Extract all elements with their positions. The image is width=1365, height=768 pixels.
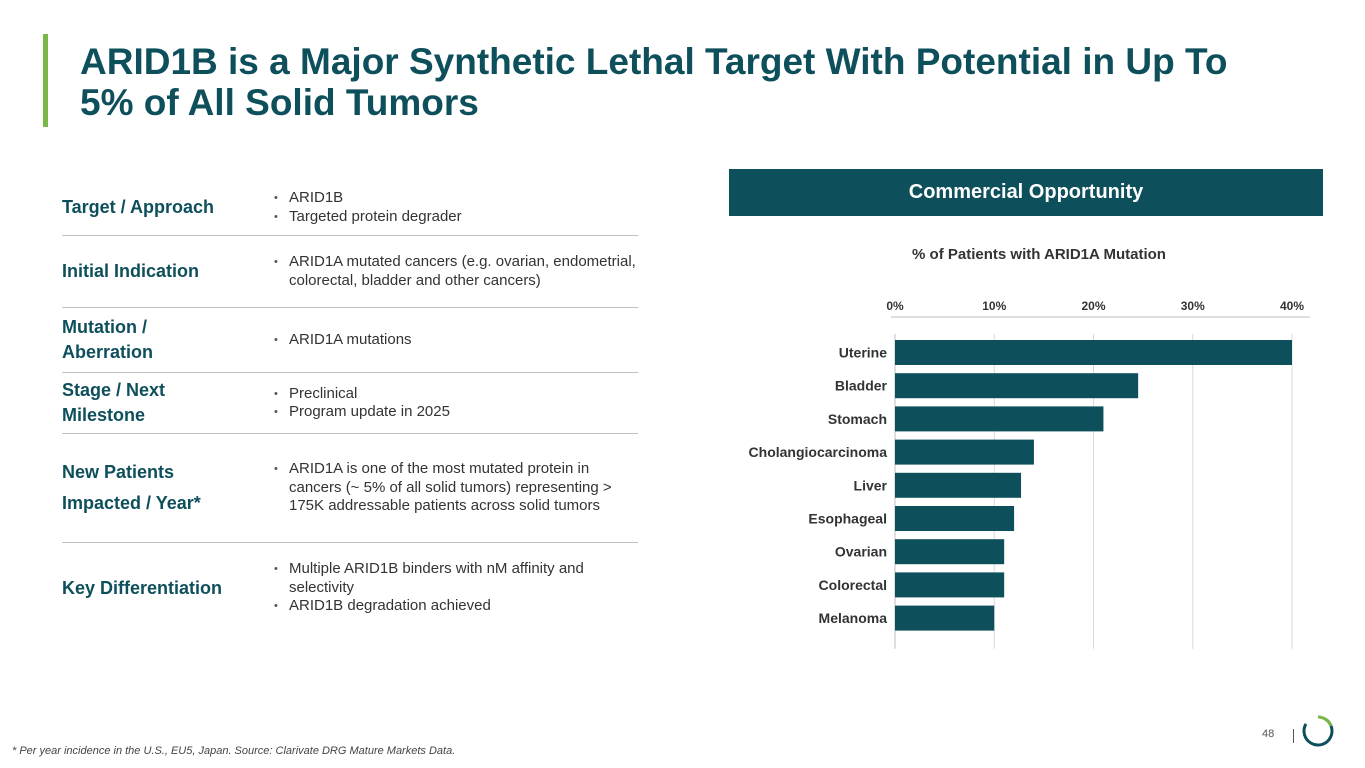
table-row-key-differentiation: Key Differentiation Multiple ARID1B bind… bbox=[62, 543, 638, 633]
bar bbox=[895, 605, 995, 631]
bullet-item: ARID1A mutated cancers (e.g. ovarian, en… bbox=[272, 253, 638, 290]
row-bullets: ARID1A is one of the most mutated protei… bbox=[272, 460, 638, 516]
bar bbox=[895, 406, 1104, 432]
table-row-new-patients: New Patients Impacted / Year* ARID1A is … bbox=[62, 434, 638, 543]
page-number-divider bbox=[1293, 729, 1294, 743]
category-label: Uterine bbox=[839, 345, 887, 361]
bullet-item: Targeted protein degrader bbox=[272, 208, 638, 227]
bar bbox=[895, 340, 1292, 365]
bar bbox=[895, 539, 1005, 565]
x-tick-label: 40% bbox=[1280, 299, 1304, 313]
table-row-initial-indication: Initial Indication ARID1A mutated cancer… bbox=[62, 236, 638, 308]
bar bbox=[895, 506, 1015, 531]
bullet-item: Multiple ARID1B binders with nM affinity… bbox=[272, 560, 638, 597]
row-label: Mutation / Aberration bbox=[62, 317, 154, 362]
row-label: Stage / Next Milestone bbox=[62, 380, 166, 425]
row-bullets: Preclinical Program update in 2025 bbox=[272, 385, 638, 422]
category-label: Ovarian bbox=[835, 544, 887, 560]
table-row-target-approach: Target / Approach ARID1B Targeted protei… bbox=[62, 180, 638, 236]
category-label: Liver bbox=[854, 477, 888, 493]
bullet-item: ARID1A is one of the most mutated protei… bbox=[272, 460, 638, 516]
bar bbox=[895, 572, 1005, 598]
bullet-item: ARID1B degradation achieved bbox=[272, 597, 638, 616]
chart-title: % of Patients with ARID1A Mutation bbox=[912, 246, 1166, 263]
row-label: New Patients Impacted / Year* bbox=[62, 462, 201, 513]
bar bbox=[895, 439, 1034, 465]
category-label: Bladder bbox=[835, 378, 888, 394]
arid1a-mutation-bar-chart: 0% 10% 20% 30% 40% Uterine Bladder Stomach Chola… bbox=[749, 299, 1310, 649]
program-info-table: Target / Approach ARID1B Targeted protei… bbox=[62, 180, 638, 633]
row-label: Target / Approach bbox=[62, 197, 215, 217]
row-bullets: ARID1B Targeted protein degrader bbox=[272, 189, 638, 226]
table-row-mutation-aberration: Mutation / Aberration ARID1A mutations bbox=[62, 308, 638, 373]
bullet-item: ARID1B bbox=[272, 189, 638, 208]
bar bbox=[895, 373, 1139, 399]
row-label: Key Differentiation bbox=[62, 577, 223, 598]
company-logo-icon bbox=[1302, 715, 1334, 747]
category-label: Stomach bbox=[828, 411, 887, 427]
table-row-stage-milestone: Stage / Next Milestone Preclinical Progr… bbox=[62, 373, 638, 434]
bullet-item: Program update in 2025 bbox=[272, 403, 638, 422]
x-tick-label: 30% bbox=[1181, 299, 1205, 313]
row-bullets: Multiple ARID1B binders with nM affinity… bbox=[272, 560, 638, 616]
category-label: Esophageal bbox=[808, 511, 887, 527]
category-label: Cholangiocarcinoma bbox=[749, 444, 888, 460]
bar bbox=[895, 472, 1022, 498]
title-accent-bar bbox=[43, 34, 48, 127]
category-label: Melanoma bbox=[819, 610, 888, 626]
bullet-item: ARID1A mutations bbox=[272, 331, 638, 350]
page-number: 48 bbox=[1262, 728, 1275, 740]
row-bullets: ARID1A mutations bbox=[272, 331, 638, 350]
commercial-opportunity-header: Commercial Opportunity bbox=[729, 169, 1323, 216]
row-label: Initial Indication bbox=[62, 261, 200, 281]
category-label: Colorectal bbox=[819, 577, 887, 593]
x-tick-label: 0% bbox=[886, 299, 904, 313]
page-title: ARID1B is a Major Synthetic Lethal Targe… bbox=[80, 41, 1228, 123]
bullet-item: Preclinical bbox=[272, 385, 638, 404]
x-tick-label: 10% bbox=[982, 299, 1006, 313]
x-tick-label: 20% bbox=[1081, 299, 1105, 313]
footnote: * Per year incidence in the U.S., EU5, J… bbox=[12, 745, 456, 757]
row-bullets: ARID1A mutated cancers (e.g. ovarian, en… bbox=[272, 253, 638, 290]
